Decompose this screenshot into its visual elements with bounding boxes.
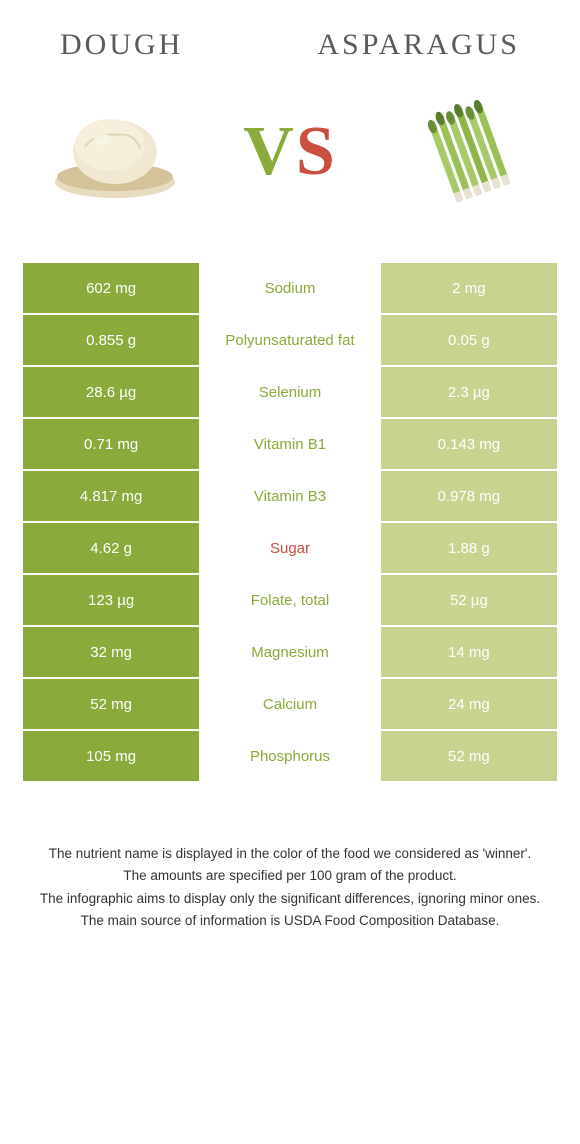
nutrient-table: 602 mgSodium2 mg0.855 gPolyunsaturated f… [22, 262, 558, 784]
footer-line: The nutrient name is displayed in the co… [30, 844, 550, 864]
right-value: 2.3 µg [381, 367, 557, 419]
left-value: 0.855 g [23, 315, 199, 367]
nutrient-label: Sodium [199, 263, 381, 315]
footer-line: The infographic aims to display only the… [30, 889, 550, 909]
right-value: 24 mg [381, 679, 557, 731]
nutrient-label: Selenium [199, 367, 381, 419]
table-row: 32 mgMagnesium14 mg [23, 627, 557, 679]
right-food-title: Asparagus [317, 28, 520, 62]
asparagus-image [390, 92, 540, 212]
left-value: 32 mg [23, 627, 199, 679]
nutrient-label: Folate, total [199, 575, 381, 627]
left-value: 602 mg [23, 263, 199, 315]
nutrient-label: Vitamin B3 [199, 471, 381, 523]
dough-image [40, 92, 190, 212]
nutrient-label: Magnesium [199, 627, 381, 679]
vs-v-letter: V [243, 113, 296, 190]
nutrient-label: Sugar [199, 523, 381, 575]
table-row: 4.62 gSugar1.88 g [23, 523, 557, 575]
right-value: 14 mg [381, 627, 557, 679]
right-value: 0.143 mg [381, 419, 557, 471]
nutrient-label: Vitamin B1 [199, 419, 381, 471]
header: Dough Asparagus [0, 0, 580, 62]
table-row: 602 mgSodium2 mg [23, 263, 557, 315]
vs-s-letter: S [296, 113, 337, 190]
right-value: 2 mg [381, 263, 557, 315]
right-value: 0.978 mg [381, 471, 557, 523]
footer-line: The amounts are specified per 100 gram o… [30, 866, 550, 886]
left-value: 4.62 g [23, 523, 199, 575]
right-value: 52 µg [381, 575, 557, 627]
vs-row: VS [0, 62, 580, 242]
table-row: 28.6 µgSelenium2.3 µg [23, 367, 557, 419]
table-row: 52 mgCalcium24 mg [23, 679, 557, 731]
vs-label: VS [243, 112, 337, 192]
table-row: 123 µgFolate, total52 µg [23, 575, 557, 627]
nutrient-label: Polyunsaturated fat [199, 315, 381, 367]
table-row: 0.855 gPolyunsaturated fat0.05 g [23, 315, 557, 367]
right-value: 1.88 g [381, 523, 557, 575]
right-value: 52 mg [381, 731, 557, 783]
left-value: 52 mg [23, 679, 199, 731]
nutrient-label: Calcium [199, 679, 381, 731]
left-value: 105 mg [23, 731, 199, 783]
footer-notes: The nutrient name is displayed in the co… [0, 844, 580, 931]
left-value: 123 µg [23, 575, 199, 627]
table-row: 0.71 mgVitamin B10.143 mg [23, 419, 557, 471]
table-row: 4.817 mgVitamin B30.978 mg [23, 471, 557, 523]
left-value: 4.817 mg [23, 471, 199, 523]
left-value: 28.6 µg [23, 367, 199, 419]
infographic-container: Dough Asparagus VS [0, 0, 580, 931]
footer-line: The main source of information is USDA F… [30, 911, 550, 931]
left-value: 0.71 mg [23, 419, 199, 471]
nutrient-label: Phosphorus [199, 731, 381, 783]
table-row: 105 mgPhosphorus52 mg [23, 731, 557, 783]
left-food-title: Dough [60, 28, 183, 62]
right-value: 0.05 g [381, 315, 557, 367]
